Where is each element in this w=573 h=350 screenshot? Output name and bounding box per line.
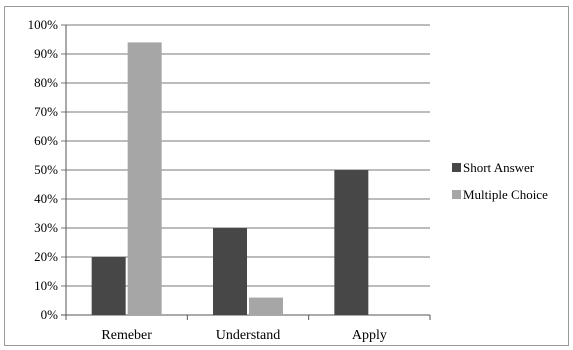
bar-multiple-choice-0 [127, 42, 162, 316]
y-tick-label: 30% [34, 220, 58, 235]
y-tick-label: 10% [34, 278, 58, 293]
x-category-label: Apply [352, 328, 387, 343]
legend-swatch [452, 163, 461, 172]
y-tick-label: 90% [34, 46, 58, 61]
x-category-label: Understand [216, 328, 281, 343]
bars [91, 42, 369, 316]
bar-short-answer-1 [213, 228, 247, 315]
y-tick-label: 60% [34, 133, 58, 148]
bar-short-answer-2 [334, 170, 369, 315]
y-tick-label: 40% [34, 191, 58, 206]
legend-label: Short Answer [463, 160, 535, 175]
y-axis-tick-labels: 0% 10% 20% 30% 40% 50% 60% 70% 80% 90% 100% [28, 17, 59, 322]
y-tick-label: 70% [34, 104, 58, 119]
y-tick-label: 0% [41, 307, 59, 322]
x-category-label: Remeber [101, 328, 152, 343]
x-axis: Remeber Understand Apply [65, 25, 431, 343]
y-tick-label: 100% [28, 17, 59, 32]
legend-label: Multiple Choice [463, 187, 548, 202]
y-tick-label: 80% [34, 75, 58, 90]
bar-short-answer-0 [91, 257, 126, 315]
bar-multiple-choice-1 [249, 297, 283, 315]
legend: Short Answer Multiple Choice [452, 160, 548, 202]
y-tick-label: 50% [34, 162, 58, 177]
y-tick-label: 20% [34, 249, 58, 264]
legend-swatch [452, 190, 461, 199]
